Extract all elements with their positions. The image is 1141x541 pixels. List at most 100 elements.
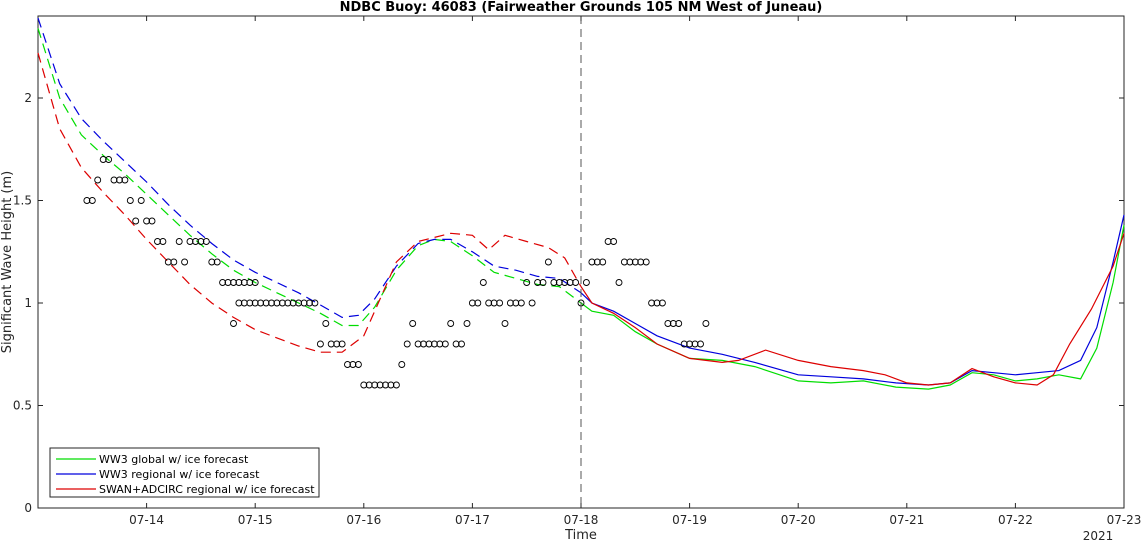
observation-point (387, 381, 395, 389)
observation-point (344, 361, 351, 368)
observation-point (496, 299, 504, 307)
observation-point (235, 299, 243, 307)
observation-point (637, 258, 645, 266)
observation-point (479, 279, 487, 286)
observation-point (219, 279, 227, 286)
legend-label-1: WW3 regional w/ ice forecast (99, 468, 260, 481)
observation-point (539, 279, 547, 286)
series-line-dashed-2 (37, 52, 582, 353)
observation-point (550, 279, 558, 286)
observation-point (604, 238, 612, 245)
observation-point (593, 258, 601, 266)
observation-point (658, 299, 666, 307)
observation-point (523, 279, 531, 286)
observation-point (300, 299, 308, 307)
x-tick-label: 07-15 (238, 513, 273, 527)
observation-point (447, 320, 455, 327)
observation-point (452, 340, 460, 348)
observation-point (490, 299, 498, 307)
observation-point (631, 258, 639, 266)
observation-point (338, 340, 346, 348)
y-tick-label: 1.5 (13, 194, 32, 208)
observation-point (240, 279, 248, 286)
observation-point (697, 340, 704, 348)
x-tick-label: 07-18 (564, 513, 599, 527)
observation-point (458, 340, 465, 348)
y-tick-label: 0.5 (13, 399, 32, 413)
observation-point (403, 340, 411, 348)
observation-point (669, 320, 677, 327)
y-tick-label: 2 (24, 91, 32, 105)
observation-point (474, 299, 482, 307)
observation-point (170, 258, 178, 266)
observation-point (409, 320, 417, 327)
observation-point (105, 156, 113, 163)
observation-point (626, 258, 634, 266)
observation-point (555, 279, 563, 286)
observation-point (202, 238, 210, 245)
observation-point (354, 361, 362, 368)
x-tick-label: 07-19 (672, 513, 707, 527)
observation-point (251, 279, 259, 286)
series-line-2 (580, 233, 1125, 386)
observation-point (99, 156, 107, 163)
observation-point (126, 197, 134, 204)
observation-point (284, 299, 292, 307)
x-tick-label: 07-23 (1107, 513, 1141, 527)
observation-point (501, 320, 509, 327)
observation-point (262, 299, 270, 307)
observation-point (110, 176, 118, 184)
y-axis-label: Significant Wave Height (m) (0, 171, 15, 353)
observation-point (154, 238, 161, 245)
observation-point (278, 299, 286, 307)
observation-point (680, 340, 688, 348)
observation-point (246, 279, 254, 286)
observation-point (322, 320, 330, 327)
x-tick-label: 07-21 (889, 513, 924, 527)
observation-markers (83, 156, 710, 389)
y-tick-label: 1 (24, 296, 32, 310)
observation-point (273, 299, 281, 307)
observation-point (306, 299, 313, 307)
observation-point (88, 197, 96, 204)
observation-point (599, 258, 607, 266)
observation-point (230, 320, 237, 327)
observation-point (83, 197, 91, 204)
observation-point (702, 320, 710, 327)
observation-point (485, 299, 493, 307)
observation-point (295, 299, 303, 307)
observation-point (246, 299, 254, 307)
y-tick-label: 0 (24, 501, 32, 515)
observation-point (94, 176, 102, 184)
x-tick-label: 07-16 (346, 513, 381, 527)
observation-point (159, 238, 167, 245)
observation-point (376, 381, 384, 389)
observation-point (208, 258, 216, 266)
chart-title: NDBC Buoy: 46083 (Fairweather Grounds 10… (340, 0, 823, 15)
observation-point (566, 279, 574, 286)
observation-point (582, 279, 590, 286)
observation-point (436, 340, 444, 348)
observation-point (425, 340, 433, 348)
observation-point (414, 340, 422, 348)
series-layer (37, 17, 1125, 390)
observation-point (311, 299, 319, 307)
observation-point (251, 299, 259, 307)
observation-point (534, 279, 542, 286)
legend: WW3 global w/ ice forecast WW3 regional w… (49, 447, 320, 498)
observation-point (148, 217, 156, 225)
observation-point (544, 258, 552, 266)
observation-point (517, 299, 525, 307)
series-line-dashed-1 (37, 17, 582, 319)
observation-point (615, 279, 623, 286)
observation-point (398, 361, 406, 368)
year-label: 2021 (1083, 529, 1114, 541)
y-axis-ticks: 0 0.5 1 1.5 2 (13, 91, 1124, 515)
observation-point (430, 340, 438, 348)
observation-point (664, 320, 672, 327)
legend-label-2: SWAN+ADCIRC regional w/ ice forecast (99, 483, 315, 496)
observation-point (675, 320, 683, 327)
observation-point (181, 258, 189, 266)
observation-point (420, 340, 427, 348)
observation-point (382, 381, 389, 389)
